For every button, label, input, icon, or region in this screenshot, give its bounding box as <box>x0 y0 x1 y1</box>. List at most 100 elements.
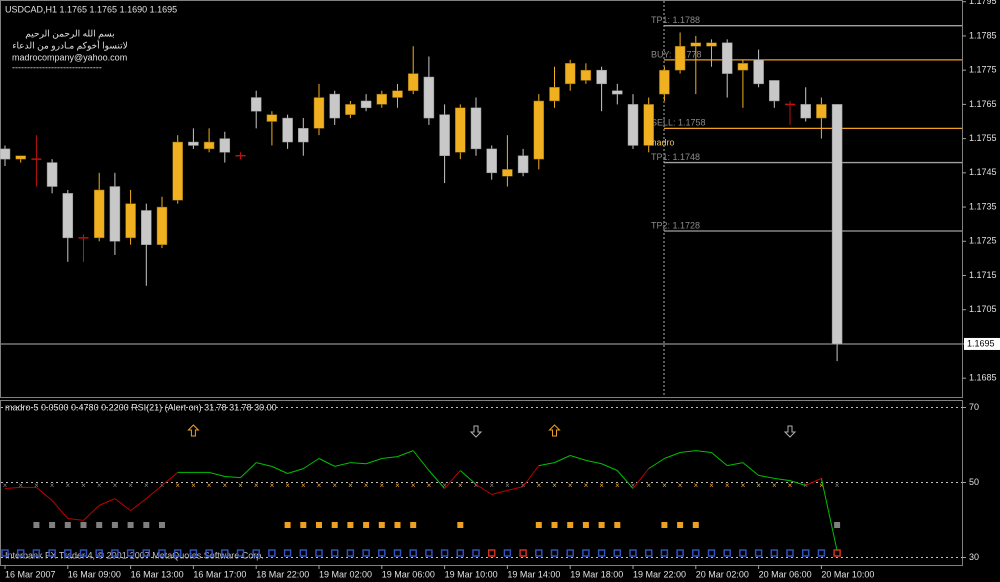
signal-square <box>96 522 103 528</box>
signal-square <box>660 549 669 557</box>
signal-x: × <box>238 481 243 490</box>
y-tick-label: 1.1795 <box>969 0 997 6</box>
candle-body <box>188 141 199 146</box>
rsi-line <box>820 478 838 551</box>
candle-body <box>266 114 278 122</box>
x-tick-label: 20 Mar 02:00 <box>696 569 749 579</box>
candle-body <box>15 155 26 160</box>
rsi-line <box>648 458 665 470</box>
signal-square <box>331 522 338 528</box>
x-tick-label: 19 Mar 02:00 <box>319 569 372 579</box>
signal-square <box>661 522 668 528</box>
signal-square <box>33 522 40 528</box>
signal-x: × <box>411 481 416 490</box>
rsi-line <box>208 471 225 477</box>
rsi-line <box>805 477 822 486</box>
signal-x: × <box>756 481 761 490</box>
candle-body <box>360 100 372 109</box>
signal-x: × <box>207 481 212 490</box>
candle-body <box>62 193 74 239</box>
signal-x: × <box>693 481 698 490</box>
signal-square <box>833 549 841 557</box>
rsi-line <box>727 462 743 467</box>
signal-square <box>316 522 322 528</box>
signal-square <box>378 549 386 557</box>
signal-square <box>284 522 291 528</box>
signal-x: × <box>835 481 840 490</box>
candle-body <box>345 104 356 115</box>
signal-square <box>644 549 653 557</box>
candle-body <box>250 97 262 112</box>
signal-square <box>394 522 401 528</box>
signal-x: × <box>144 481 149 490</box>
candle-body <box>439 114 450 156</box>
signal-square <box>535 549 543 557</box>
rsi-line <box>4 486 21 489</box>
signal-square <box>817 549 826 557</box>
rsi-line <box>161 471 179 486</box>
rsi-line <box>459 470 477 485</box>
candle-body <box>203 141 215 150</box>
signal-square <box>95 549 103 557</box>
rsi-line <box>114 498 131 512</box>
signal-square <box>770 549 779 557</box>
x-tick-label: 19 Mar 18:00 <box>570 569 623 579</box>
signal-x: × <box>285 481 290 490</box>
signal-square <box>550 549 559 557</box>
signal-x: × <box>741 481 746 490</box>
candle-body <box>172 141 183 201</box>
candle-body <box>549 87 560 102</box>
signal-square <box>707 549 716 557</box>
y-tick-label: 1.1755 <box>969 133 997 143</box>
candle-body <box>612 90 623 95</box>
candle-body <box>141 210 152 245</box>
signal-arrow <box>548 424 561 437</box>
signal-x: × <box>709 481 714 490</box>
rsi-line <box>758 474 775 479</box>
candle-body <box>816 104 827 119</box>
level-label: TP1: 1.1788 <box>651 15 700 25</box>
header-line: madrocompany@yahoo.com <box>12 52 127 62</box>
candle-body <box>219 138 231 153</box>
signal-square <box>677 522 684 528</box>
signal-x: × <box>254 481 259 490</box>
signal-x: × <box>646 481 651 490</box>
signal-square <box>440 549 449 557</box>
signal-square <box>283 549 292 557</box>
signal-x: × <box>427 481 432 490</box>
x-tick-label: 16 Mar 2007 <box>5 569 56 579</box>
candle-body <box>674 45 686 71</box>
signal-x: × <box>631 481 636 490</box>
signal-square <box>598 522 605 528</box>
candle-body <box>517 155 529 174</box>
signal-square <box>111 522 118 528</box>
signal-x: × <box>81 481 86 490</box>
rsi-line <box>412 450 430 471</box>
rsi-line <box>664 452 681 459</box>
signal-square <box>236 549 245 557</box>
signal-x: × <box>332 481 337 490</box>
y-tick-label: 1.1775 <box>969 65 997 75</box>
signal-x: × <box>599 481 604 490</box>
signal-square <box>32 549 41 557</box>
chart-title: USDCAD,H1 1.1765 1.1765 1.1690 1.1695 <box>5 4 177 14</box>
signal-square <box>347 522 354 528</box>
signal-square <box>597 549 606 557</box>
candle-body <box>125 203 136 239</box>
candle-body <box>313 97 325 129</box>
signal-square <box>503 549 512 557</box>
current-price-box <box>964 337 1000 350</box>
signal-square <box>189 549 198 557</box>
signal-square <box>300 522 307 528</box>
signal-arrow <box>783 425 797 438</box>
x-tick-label: 16 Mar 09:00 <box>68 569 121 579</box>
signal-x: × <box>725 481 730 490</box>
rsi-line <box>83 505 100 521</box>
signal-square <box>582 549 590 557</box>
signal-square <box>425 549 433 557</box>
x-tick-label: 20 Mar 06:00 <box>759 569 812 579</box>
signal-x: × <box>568 481 573 490</box>
signal-square <box>49 522 56 528</box>
signal-square <box>143 522 150 528</box>
